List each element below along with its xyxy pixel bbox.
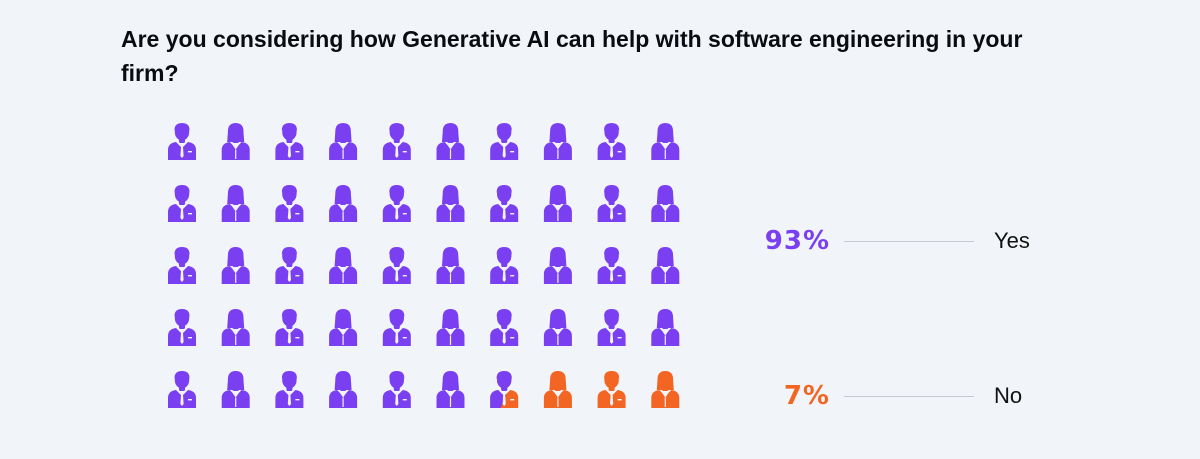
pictogram-svg bbox=[168, 123, 680, 408]
male-icon bbox=[382, 309, 411, 346]
female-icon bbox=[221, 309, 250, 346]
female-icon bbox=[543, 371, 572, 408]
legend-row-yes: 93% Yes bbox=[740, 221, 1060, 261]
no-label: No bbox=[994, 383, 1023, 408]
male-icon bbox=[168, 247, 196, 284]
female-icon bbox=[436, 123, 465, 160]
male-icon bbox=[275, 371, 304, 408]
male-icon bbox=[490, 185, 519, 222]
female-icon bbox=[651, 247, 680, 284]
pictogram-grid bbox=[166, 122, 696, 418]
male-icon bbox=[382, 185, 411, 222]
female-icon bbox=[436, 247, 465, 284]
male-icon bbox=[168, 185, 196, 222]
female-icon bbox=[651, 309, 680, 346]
male-icon bbox=[597, 371, 626, 408]
male-icon bbox=[382, 123, 411, 160]
female-icon bbox=[543, 185, 572, 222]
male-icon bbox=[597, 309, 626, 346]
male-icon bbox=[275, 185, 304, 222]
female-icon bbox=[651, 123, 680, 160]
male-icon bbox=[597, 247, 626, 284]
female-icon bbox=[436, 185, 465, 222]
female-icon bbox=[329, 247, 358, 284]
male-icon bbox=[490, 309, 519, 346]
female-icon bbox=[221, 247, 250, 284]
female-icon bbox=[329, 123, 358, 160]
yes-label: Yes bbox=[994, 228, 1030, 253]
no-percentage: 7% bbox=[783, 381, 830, 411]
female-icon bbox=[543, 247, 572, 284]
female-icon bbox=[436, 309, 465, 346]
male-icon bbox=[168, 123, 196, 160]
no-leader-line bbox=[844, 396, 974, 397]
female-icon bbox=[221, 185, 250, 222]
female-icon bbox=[651, 371, 680, 408]
female-icon bbox=[221, 123, 250, 160]
chart-title: Are you considering how Generative AI ca… bbox=[121, 26, 1023, 86]
female-icon bbox=[543, 309, 572, 346]
male-icon bbox=[275, 123, 304, 160]
female-icon bbox=[221, 371, 250, 408]
male-icon bbox=[382, 371, 411, 408]
male-icon bbox=[382, 247, 411, 284]
male-icon bbox=[597, 123, 626, 160]
male-icon bbox=[490, 247, 519, 284]
male-split-icon bbox=[490, 371, 519, 408]
male-icon bbox=[275, 309, 304, 346]
female-icon bbox=[329, 371, 358, 408]
female-icon bbox=[651, 185, 680, 222]
male-icon bbox=[275, 247, 304, 284]
male-icon bbox=[168, 309, 196, 346]
yes-leader-line bbox=[844, 241, 974, 242]
male-icon bbox=[168, 371, 196, 408]
yes-percentage: 93% bbox=[764, 226, 830, 256]
female-icon bbox=[543, 123, 572, 160]
male-icon bbox=[597, 185, 626, 222]
male-icon bbox=[490, 123, 519, 160]
female-icon bbox=[329, 309, 358, 346]
legend-row-no: 7% No bbox=[740, 376, 1060, 416]
female-icon bbox=[436, 371, 465, 408]
female-icon bbox=[329, 185, 358, 222]
